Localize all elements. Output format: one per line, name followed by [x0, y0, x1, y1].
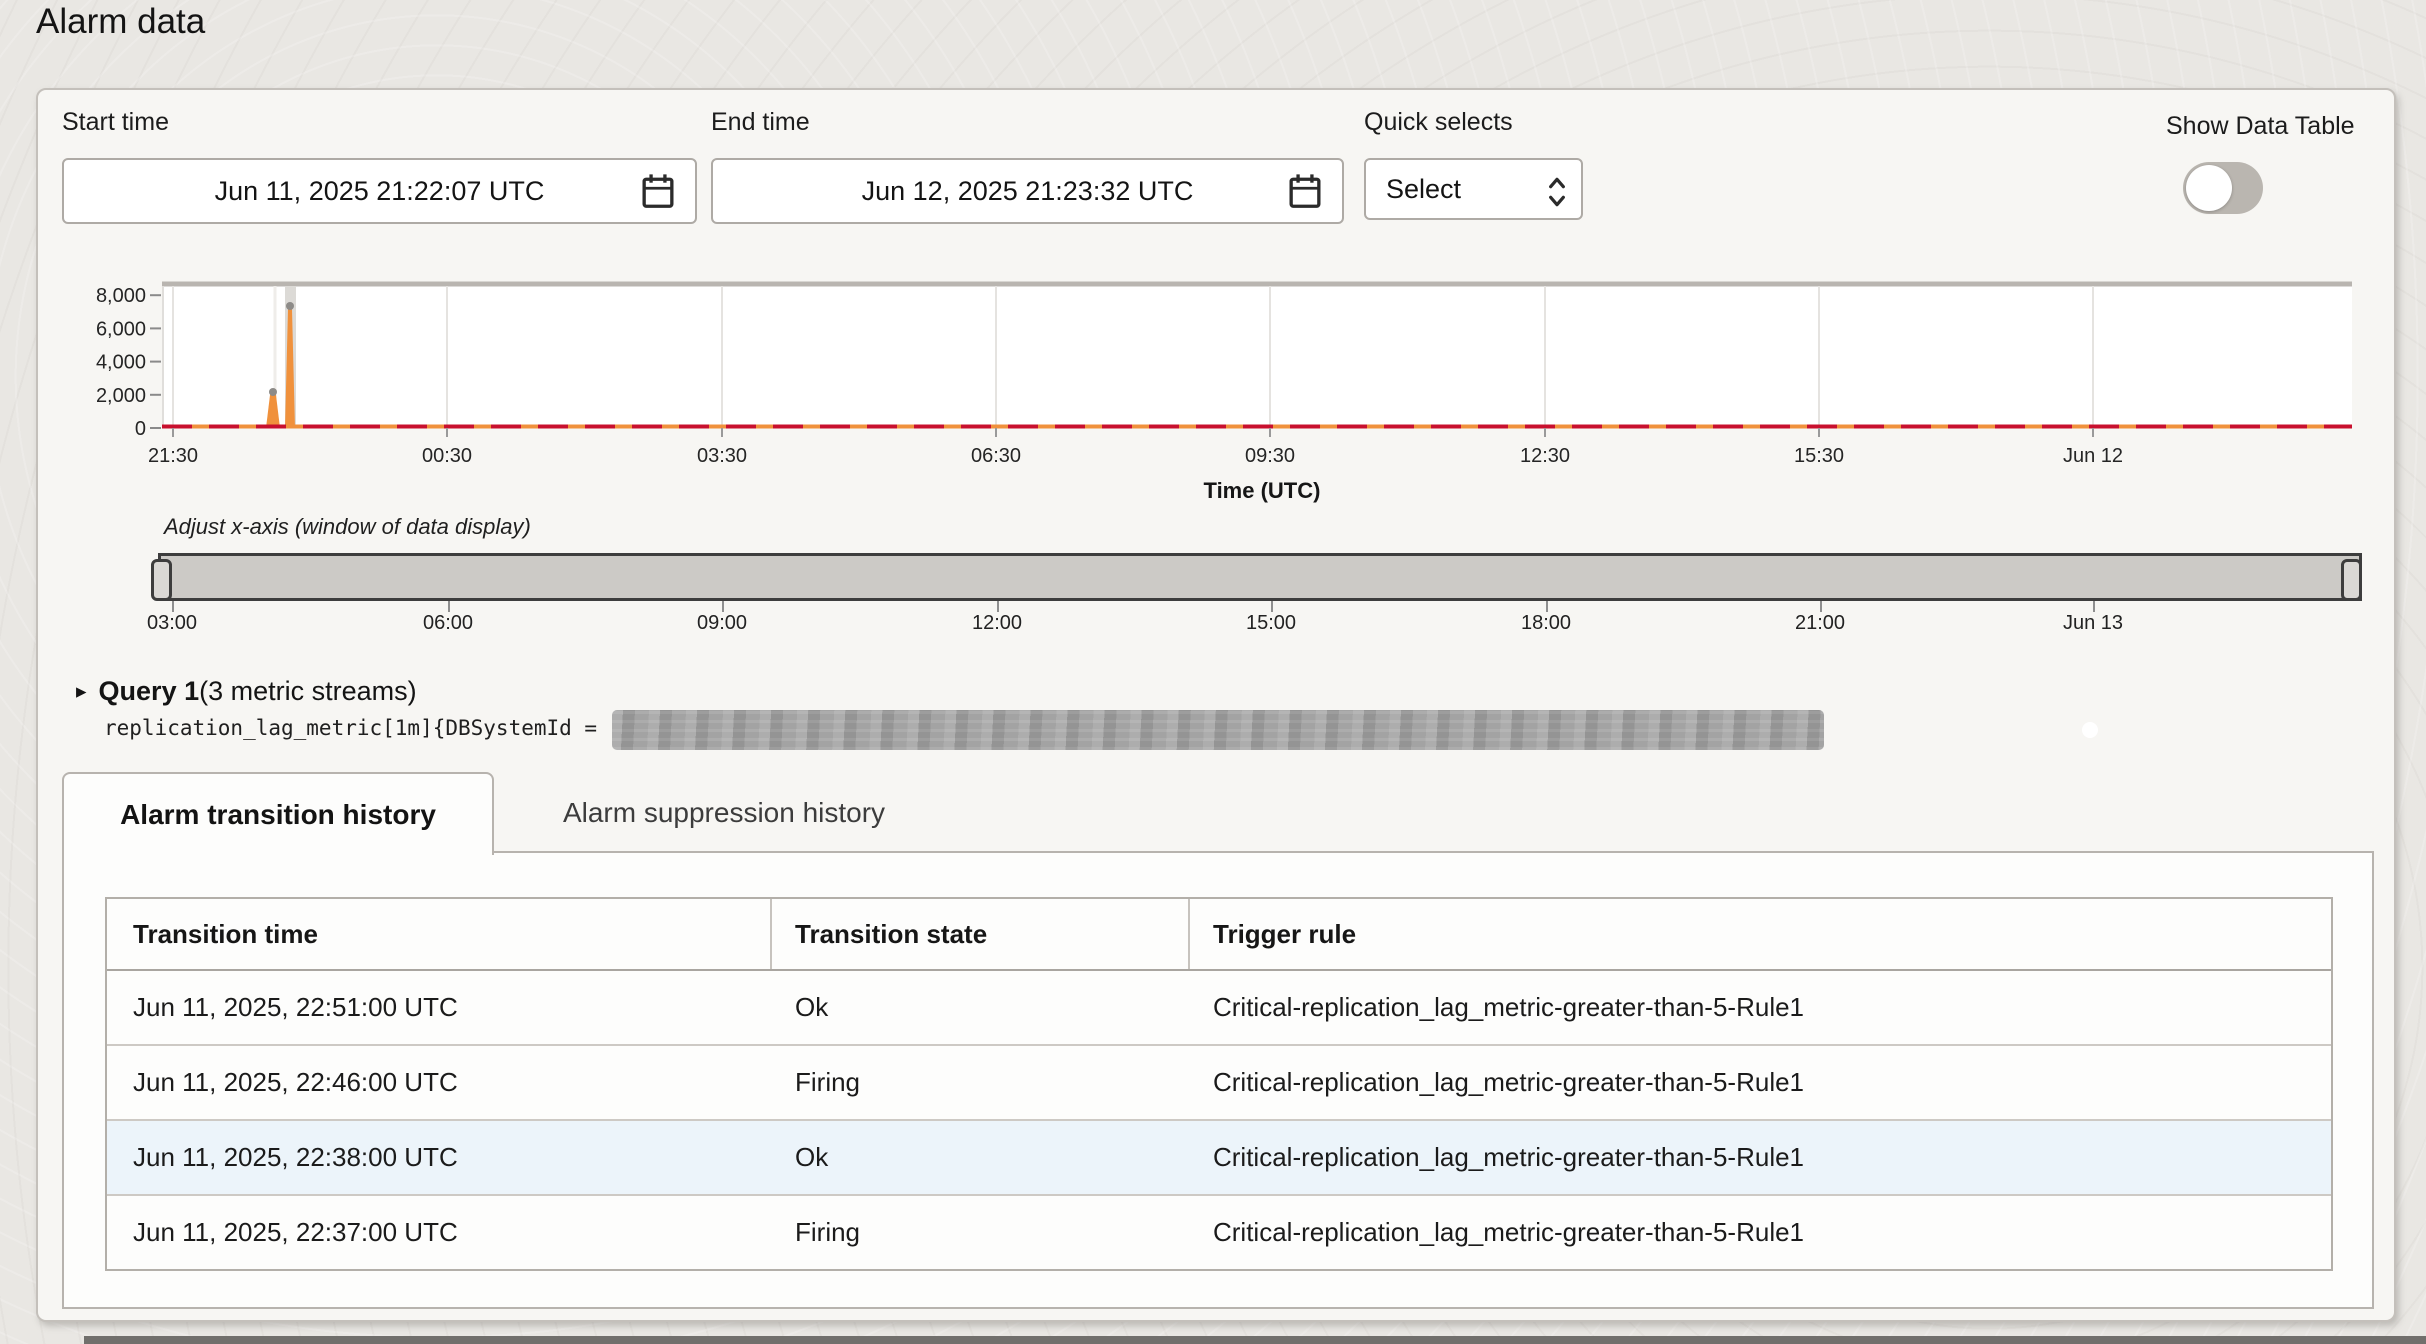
- slider-caption: Adjust x-axis (window of data display): [164, 514, 531, 539]
- query-stream-count: (3 metric streams): [199, 676, 417, 706]
- y-tick-label: 2,000: [96, 385, 146, 407]
- slider-tick: [448, 601, 450, 612]
- show-data-table-toggle[interactable]: [2183, 162, 2263, 214]
- table-row[interactable]: Jun 11, 2025, 22:51:00 UTC Ok Critical-r…: [107, 971, 2331, 1046]
- x-tick-label: Jun 12: [2063, 445, 2123, 467]
- slider-tick-label: 18:00: [1520, 612, 1572, 634]
- show-data-table-label: Show Data Table: [2166, 112, 2355, 140]
- slider-tick: [997, 601, 999, 612]
- slider-handle-right[interactable]: [2341, 559, 2362, 601]
- tab-alarm-suppression-history[interactable]: Alarm suppression history: [562, 797, 886, 828]
- slider-tick: [722, 601, 724, 612]
- table-row-highlighted[interactable]: Jun 11, 2025, 22:38:00 UTC Ok Critical-r…: [107, 1121, 2331, 1196]
- cell-transition-state: Firing: [795, 1067, 861, 1097]
- column-header-transition-time: Transition time: [133, 919, 318, 949]
- slider-tick-label: 03:00: [146, 612, 198, 634]
- start-time-input[interactable]: Jun 11, 2025 21:22:07 UTC: [62, 158, 697, 224]
- tab-alarm-transition-history[interactable]: Alarm transition history: [62, 772, 494, 855]
- alarm-transition-table: Transition time Transition state Trigger…: [105, 897, 2333, 1271]
- slider-tick: [1271, 601, 1273, 612]
- disclosure-triangle-icon: ▸: [76, 680, 87, 703]
- x-tick-label: 21:30: [148, 445, 198, 467]
- y-tick-label: 4,000: [96, 352, 146, 374]
- slider-tick-label: 15:00: [1245, 612, 1297, 634]
- calendar-icon[interactable]: [641, 173, 675, 209]
- cell-trigger-rule: Critical-replication_lag_metric-greater-…: [1213, 992, 1805, 1022]
- x-axis-window-slider[interactable]: [158, 553, 2362, 601]
- table-row[interactable]: Jun 11, 2025, 22:46:00 UTC Firing Critic…: [107, 1046, 2331, 1121]
- x-tick-label: 15:30: [1794, 445, 1844, 467]
- table-row[interactable]: Jun 11, 2025, 22:37:00 UTC Firing Critic…: [107, 1196, 2331, 1269]
- redacted-db-system-id: [612, 710, 1824, 750]
- metric-spike-small: [266, 392, 280, 428]
- x-tick-label: 12:30: [1520, 445, 1570, 467]
- quick-selects-dropdown[interactable]: Select: [1364, 158, 1583, 220]
- end-time-value: Jun 12, 2025 21:23:32 UTC: [861, 175, 1194, 206]
- y-tick-label: 6,000: [96, 318, 146, 340]
- cell-trigger-rule: Critical-replication_lag_metric-greater-…: [1213, 1142, 1805, 1172]
- quick-selects-value: Select: [1386, 173, 1462, 204]
- alarm-metric-chart: 0 2,000 4,000 6,000 8,000 21:30 00:30 03…: [96, 281, 2352, 467]
- start-time-label: Start time: [62, 108, 169, 136]
- x-tick-label: 00:30: [422, 445, 472, 467]
- end-time-input[interactable]: Jun 12, 2025 21:23:32 UTC: [711, 158, 1344, 224]
- chevron-up-down-icon: [1549, 177, 1565, 207]
- x-tick-label: 06:30: [971, 445, 1021, 467]
- toggle-knob: [2186, 165, 2232, 211]
- chart-x-axis-title: Time (UTC): [1203, 478, 1321, 503]
- quick-selects-label: Quick selects: [1364, 108, 1513, 136]
- query-expression: replication_lag_metric[1m]{DBSystemId =: [104, 716, 598, 740]
- cell-transition-time: Jun 11, 2025, 22:51:00 UTC: [133, 992, 458, 1022]
- query-title: Query 1: [98, 676, 200, 706]
- slider-tick: [1820, 601, 1822, 612]
- slider-tick: [2093, 601, 2095, 612]
- table-header-row: Transition time Transition state Trigger…: [107, 899, 2331, 971]
- y-tick-label: 8,000: [96, 285, 146, 307]
- column-divider: [1188, 899, 1190, 969]
- cell-transition-time: Jun 11, 2025, 22:38:00 UTC: [133, 1142, 458, 1172]
- y-tick-label: 0: [135, 418, 146, 440]
- slider-tick: [172, 601, 174, 612]
- start-time-value: Jun 11, 2025 21:22:07 UTC: [214, 175, 545, 206]
- slider-tick-label: 06:00: [422, 612, 474, 634]
- slider-tick-label: 12:00: [971, 612, 1023, 634]
- metric-spike-large: [285, 306, 295, 428]
- cell-transition-state: Firing: [795, 1217, 861, 1247]
- x-tick-label: 09:30: [1245, 445, 1295, 467]
- slider-tick-label: 21:00: [1794, 612, 1846, 634]
- slider-handle-left[interactable]: [151, 559, 172, 601]
- cursor-dot: [2082, 722, 2098, 738]
- slider-tick: [1546, 601, 1548, 612]
- page-title: Alarm data: [36, 2, 206, 41]
- calendar-icon[interactable]: [1288, 173, 1322, 209]
- slider-tick-label: 09:00: [696, 612, 748, 634]
- slider-tick-label: Jun 13: [2062, 612, 2124, 634]
- cell-trigger-rule: Critical-replication_lag_metric-greater-…: [1213, 1217, 1805, 1247]
- cell-transition-state: Ok: [795, 992, 829, 1022]
- query-1-expander[interactable]: ▸ Query 1 (3 metric streams): [76, 676, 417, 707]
- cell-transition-time: Jun 11, 2025, 22:46:00 UTC: [133, 1067, 458, 1097]
- x-tick-label: 03:30: [697, 445, 747, 467]
- cell-trigger-rule: Critical-replication_lag_metric-greater-…: [1213, 1067, 1805, 1097]
- column-header-transition-state: Transition state: [795, 919, 988, 949]
- cell-transition-state: Ok: [795, 1142, 829, 1172]
- column-divider: [770, 899, 772, 969]
- column-header-trigger-rule: Trigger rule: [1213, 919, 1357, 949]
- cell-transition-time: Jun 11, 2025, 22:37:00 UTC: [133, 1217, 458, 1247]
- window-edge-strip: [84, 1336, 2426, 1344]
- end-time-label: End time: [711, 108, 810, 136]
